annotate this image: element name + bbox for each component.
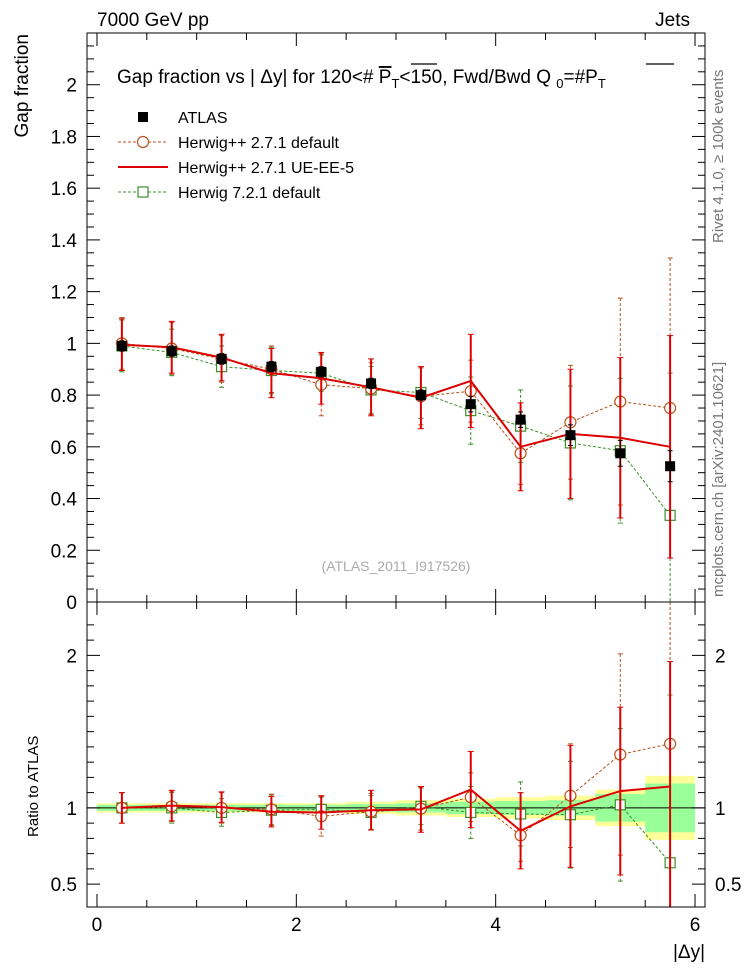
main-data-point <box>316 366 327 377</box>
main-data-point <box>615 448 626 459</box>
ratio-y-tick-labels: 0.5 0.5 1 1 2 2 <box>51 646 742 896</box>
main-y-tick-label: 1.6 <box>51 179 77 200</box>
ratio-series-line <box>121 743 671 836</box>
ratio-series-layer <box>115 601 677 908</box>
legend-entry-herwigpp-ueee5: Herwig++ 2.7.1 UE-EE-5 <box>118 160 354 177</box>
ratio-panel: 0.5 0.5 1 1 2 2 0 2 4 6 Ratio to ATLAS |Δy| <box>25 601 742 963</box>
legend: ATLAS Herwig++ 2.7.1 default Herwig++ 2.… <box>118 110 354 202</box>
legend-herwig7-default-label: Herwig 7.2.1 default <box>178 185 321 202</box>
main-series-line <box>121 345 671 516</box>
ratio-series-line <box>121 785 671 832</box>
main-series-line <box>121 342 671 454</box>
main-panel: 0 0.2 0.4 0.6 0.8 1 1.2 1.4 1.6 1.8 2 Gap fraction… <box>12 32 706 614</box>
ratio-x-axis-title: |Δy| <box>673 942 705 963</box>
title-prefix: Gap fraction vs | Δy| for 120<# <box>117 67 379 88</box>
main-y-tick-label: 1.8 <box>51 127 77 148</box>
ratio-y-tick-label-right: 0.5 <box>715 875 741 896</box>
main-series-data <box>116 340 676 483</box>
title-q-sub: 0 <box>556 76 563 91</box>
title-middle: <150, Fwd/Bwd Q <box>399 67 556 88</box>
main-y-tick-label: 2 <box>66 76 77 97</box>
main-data-point <box>366 378 377 389</box>
main-y-tick-label: 1.2 <box>51 283 77 304</box>
ratio-y-tick-label-left: 2 <box>66 646 77 667</box>
ratio-y-tick-label-left: 0.5 <box>51 875 77 896</box>
main-y-tick-label: 0.6 <box>51 438 77 459</box>
main-y-axis-title: Gap fraction <box>12 34 33 138</box>
ratio-series-line <box>121 804 671 864</box>
main-y-tick-label: 1 <box>66 334 77 355</box>
main-data-point <box>515 414 526 425</box>
ratio-axis-ticks <box>87 602 705 907</box>
main-series-line <box>121 343 671 448</box>
main-data-point <box>565 430 576 441</box>
header-jets-label: Jets <box>655 10 690 31</box>
legend-herwigpp-ueee5-label: Herwig++ 2.7.1 UE-EE-5 <box>178 160 354 177</box>
main-y-tick-labels: 0 0.2 0.4 0.6 0.8 1 1.2 1.4 1.6 1.8 2 <box>51 76 78 614</box>
main-data-point <box>116 340 127 351</box>
legend-herwig7-default-marker <box>137 186 149 198</box>
main-y-tick-label: 1.4 <box>51 231 78 252</box>
ratio-x-tick-label: 0 <box>92 915 103 936</box>
main-data-point <box>415 390 426 401</box>
main-data-point <box>665 461 676 472</box>
ratio-y-tick-label-right: 2 <box>715 646 726 667</box>
ratio-y-tick-label-left: 1 <box>66 799 77 820</box>
rivet-version-label: Rivet 4.1.0, ≥ 100k events <box>710 70 727 243</box>
ratio-x-tick-label: 4 <box>490 915 501 936</box>
header-energy-label: 7000 GeV pp <box>97 10 209 31</box>
legend-herwigpp-default-label: Herwig++ 2.7.1 default <box>178 135 340 152</box>
ratio-y-tick-label-right: 1 <box>715 799 726 820</box>
analysis-watermark: (ATLAS_2011_I917526) <box>322 558 471 574</box>
main-y-tick-label: 0 <box>66 593 77 614</box>
ratio-y-axis-title: Ratio to ATLAS <box>25 736 42 837</box>
legend-herwigpp-default-marker <box>136 135 150 149</box>
title-pt-main: P <box>379 67 392 88</box>
ratio-x-tick-label: 2 <box>291 915 302 936</box>
main-y-tick-label: 0.2 <box>51 541 77 562</box>
legend-atlas-marker <box>138 112 148 122</box>
legend-entry-herwigpp-default: Herwig++ 2.7.1 default <box>118 135 340 152</box>
ratio-series-circle <box>115 601 677 908</box>
main-axis-ticks <box>87 33 705 603</box>
ratio-x-tick-labels: 0 2 4 6 <box>92 915 701 936</box>
legend-atlas-label: ATLAS <box>178 110 228 127</box>
title-pt-sub: T <box>391 76 399 91</box>
ratio-x-tick-label: 6 <box>690 915 701 936</box>
title-pt2-main: P <box>585 67 598 88</box>
main-series-layer <box>115 257 677 603</box>
main-data-point <box>465 399 476 410</box>
main-data-point <box>166 346 177 357</box>
main-plot-title: Gap fraction vs | Δy| for 120<# PT<150, … <box>117 67 606 91</box>
main-y-tick-label: 0.8 <box>51 386 77 407</box>
main-series-circle <box>115 257 677 559</box>
ratio-series-line <box>118 660 674 908</box>
ratio-panel-frame <box>86 601 706 908</box>
title-pt2-sub: T <box>598 76 606 91</box>
main-y-tick-label: 0.4 <box>51 490 78 511</box>
main-data-point <box>266 361 277 372</box>
title-eq: =# <box>563 67 585 88</box>
legend-entry-atlas: ATLAS <box>138 110 228 127</box>
mcplots-credit-label: mcplots.cern.ch [arXiv:2401.10621] <box>710 362 727 597</box>
main-data-point <box>216 353 227 364</box>
legend-entry-herwig7-default: Herwig 7.2.1 default <box>118 185 321 202</box>
